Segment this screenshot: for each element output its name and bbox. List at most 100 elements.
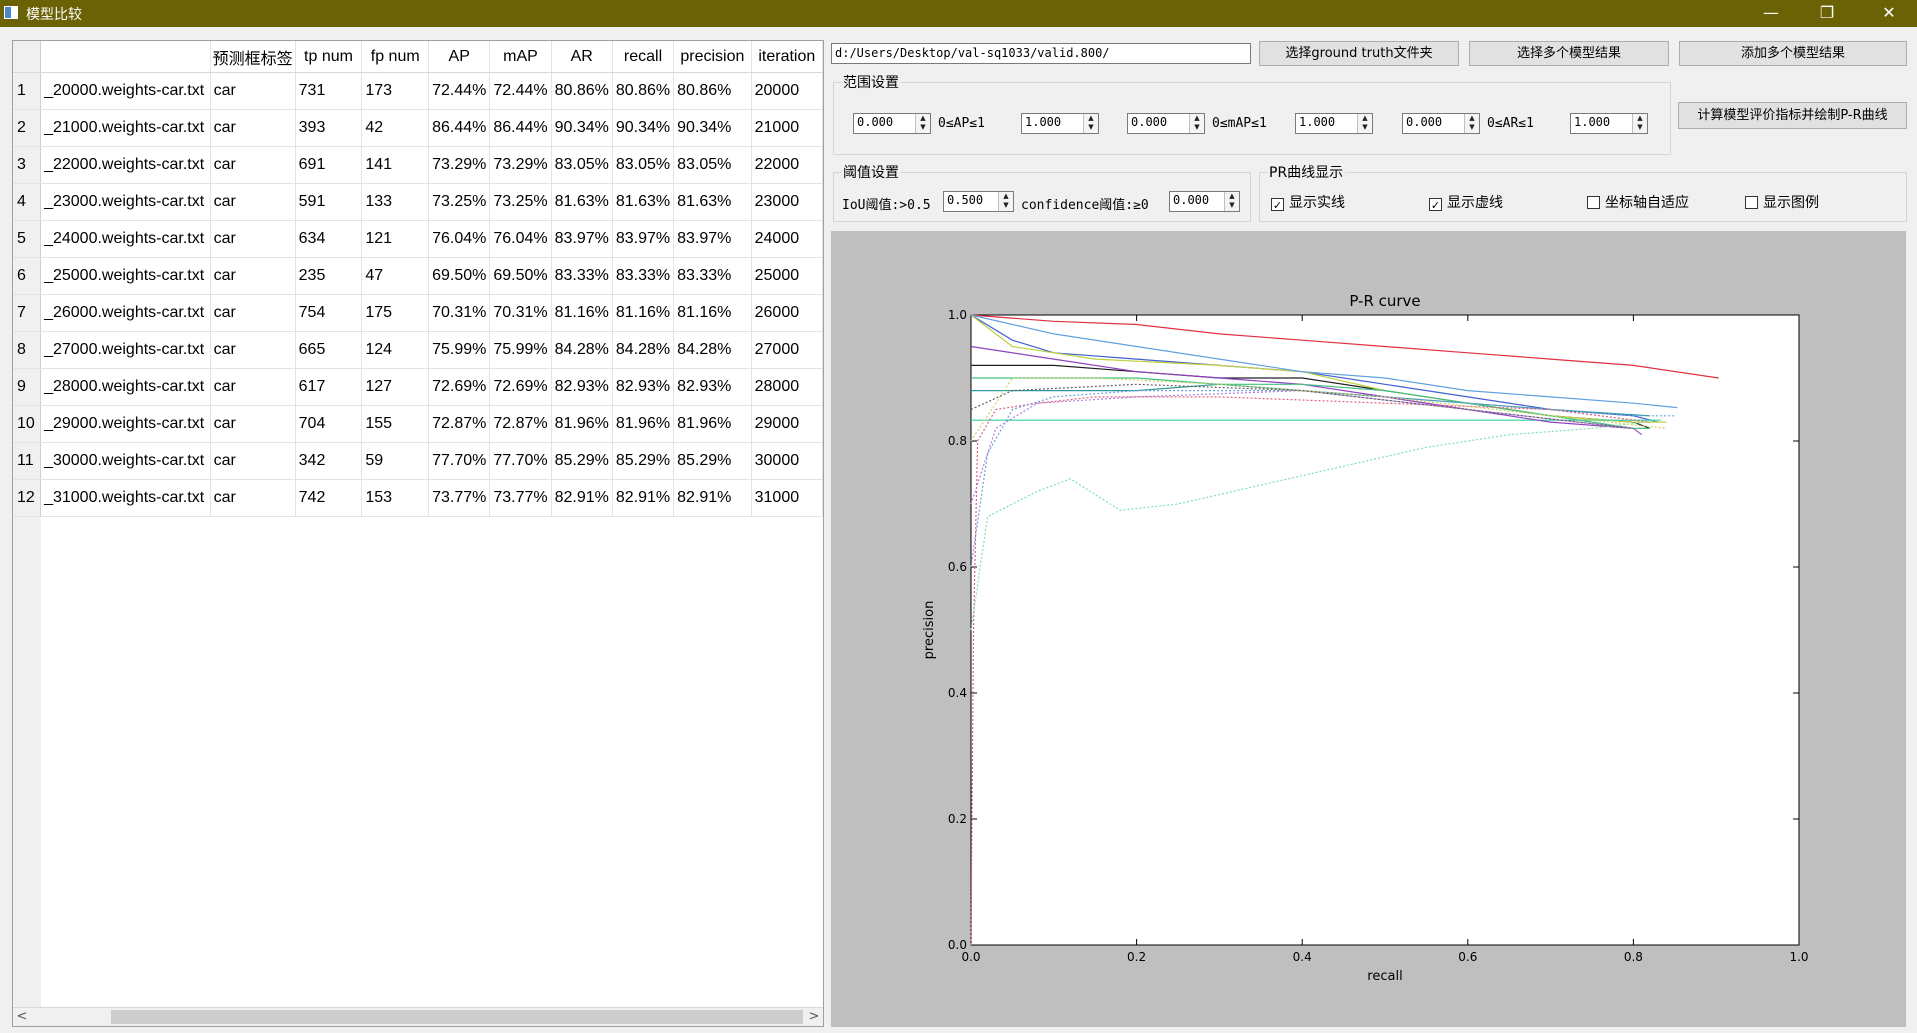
table-row[interactable]: 10 _29000.weights-car.txt car 704 155 72.87% 7… [13, 405, 823, 443]
table-cell-iteration[interactable]: 28000 [751, 368, 823, 406]
table-cell-ap[interactable]: 86.44% [428, 109, 491, 147]
table-cell-label[interactable]: car [210, 220, 296, 258]
row-number[interactable]: 12 [13, 479, 42, 517]
table-cell-precision[interactable]: 82.91% [673, 479, 752, 517]
table-cell-file[interactable]: _28000.weights-car.txt [40, 368, 211, 406]
table-cell-recall[interactable]: 83.05% [612, 146, 675, 184]
table-row[interactable]: 1 _20000.weights-car.txt car 731 173 72.44% 72… [13, 72, 823, 110]
table-cell-file[interactable]: _26000.weights-car.txt [40, 294, 211, 332]
column-header-map[interactable]: mAP [489, 41, 552, 73]
row-number[interactable]: 8 [13, 331, 42, 369]
ar-min-spinbox[interactable]: 0.000 ▲ ▼ [1402, 113, 1480, 134]
table-cell-precision[interactable]: 81.16% [673, 294, 752, 332]
table-cell-tp[interactable]: 704 [295, 405, 363, 443]
table-cell-label[interactable]: car [210, 72, 296, 110]
table-cell-iteration[interactable]: 27000 [751, 331, 823, 369]
table-cell-tp[interactable]: 235 [295, 257, 363, 295]
table-cell-iteration[interactable]: 30000 [751, 442, 823, 480]
table-cell-label[interactable]: car [210, 109, 296, 147]
table-cell-map[interactable]: 76.04% [489, 220, 552, 258]
spin-arrows-icon[interactable]: ▲ ▼ [1632, 114, 1647, 133]
table-cell-ar[interactable]: 82.91% [551, 479, 613, 517]
table-cell-fp[interactable]: 124 [361, 331, 430, 369]
table-cell-file[interactable]: _30000.weights-car.txt [40, 442, 211, 480]
table-cell-tp[interactable]: 665 [295, 331, 363, 369]
table-cell-recall[interactable]: 81.63% [612, 183, 675, 221]
row-number[interactable]: 3 [13, 146, 42, 184]
scrollbar-thumb[interactable] [111, 1010, 803, 1024]
table-cell-ar[interactable]: 83.05% [551, 146, 613, 184]
table-cell-fp[interactable]: 59 [361, 442, 430, 480]
table-cell-recall[interactable]: 81.16% [612, 294, 675, 332]
table-row[interactable]: 8 _27000.weights-car.txt car 665 124 75.99% 75… [13, 331, 823, 369]
table-cell-file[interactable]: _24000.weights-car.txt [40, 220, 211, 258]
show-solid-checkbox[interactable]: ✓ 显示实线 [1271, 195, 1345, 212]
table-cell-tp[interactable]: 393 [295, 109, 363, 147]
spin-arrows-icon[interactable]: ▲ ▼ [1224, 192, 1239, 211]
table-cell-label[interactable]: car [210, 368, 296, 406]
table-cell-file[interactable]: _22000.weights-car.txt [40, 146, 211, 184]
iou-threshold-spinbox[interactable]: 0.500 ▲ ▼ [943, 191, 1014, 212]
table-cell-map[interactable]: 73.29% [489, 146, 552, 184]
table-cell-fp[interactable]: 141 [361, 146, 430, 184]
table-cell-ar[interactable]: 81.63% [551, 183, 613, 221]
table-cell-iteration[interactable]: 26000 [751, 294, 823, 332]
spin-arrows-icon[interactable]: ▲ ▼ [1357, 114, 1372, 133]
table-cell-fp[interactable]: 133 [361, 183, 430, 221]
table-cell-ap[interactable]: 69.50% [428, 257, 491, 295]
table-cell-map[interactable]: 72.44% [489, 72, 552, 110]
show-legend-checkbox[interactable]: 显示图例 [1745, 192, 1819, 212]
ap-min-spinbox[interactable]: 0.000 ▲ ▼ [853, 113, 931, 134]
table-cell-recall[interactable]: 82.93% [612, 368, 675, 406]
table-cell-tp[interactable]: 731 [295, 72, 363, 110]
table-cell-label[interactable]: car [210, 183, 296, 221]
table-cell-ar[interactable]: 84.28% [551, 331, 613, 369]
table-cell-fp[interactable]: 155 [361, 405, 430, 443]
table-cell-recall[interactable]: 90.34% [612, 109, 675, 147]
table-cell-iteration[interactable]: 21000 [751, 109, 823, 147]
table-row[interactable]: 2 _21000.weights-car.txt car 393 42 86.44% 86.… [13, 109, 823, 147]
table-cell-precision[interactable]: 90.34% [673, 109, 752, 147]
table-cell-label[interactable]: car [210, 442, 296, 480]
ground-truth-path-input[interactable]: d:/Users/Desktop/val-sq1033/valid.800/ [831, 43, 1251, 64]
table-cell-iteration[interactable]: 24000 [751, 220, 823, 258]
table-cell-tp[interactable]: 342 [295, 442, 363, 480]
table-cell-recall[interactable]: 81.96% [612, 405, 675, 443]
column-header-file[interactable] [40, 41, 211, 73]
table-row[interactable]: 9 _28000.weights-car.txt car 617 127 72.69% 72… [13, 368, 823, 406]
table-cell-recall[interactable]: 83.97% [612, 220, 675, 258]
table-cell-precision[interactable]: 81.63% [673, 183, 752, 221]
table-cell-recall[interactable]: 82.91% [612, 479, 675, 517]
table-cell-ap[interactable]: 72.69% [428, 368, 491, 406]
table-row[interactable]: 5 _24000.weights-car.txt car 634 121 76.04% 76… [13, 220, 823, 258]
table-cell-tp[interactable]: 634 [295, 220, 363, 258]
table-cell-fp[interactable]: 42 [361, 109, 430, 147]
table-cell-ap[interactable]: 76.04% [428, 220, 491, 258]
table-cell-map[interactable]: 72.69% [489, 368, 552, 406]
table-cell-precision[interactable]: 83.97% [673, 220, 752, 258]
spin-arrows-icon[interactable]: ▲ ▼ [915, 114, 930, 133]
map-min-spinbox[interactable]: 0.000 ▲ ▼ [1127, 113, 1205, 134]
table-cell-ap[interactable]: 72.44% [428, 72, 491, 110]
column-header-tp[interactable]: tp num [295, 41, 363, 73]
column-header-ar[interactable]: AR [551, 41, 613, 73]
table-cell-ar[interactable]: 85.29% [551, 442, 613, 480]
table-cell-file[interactable]: _21000.weights-car.txt [40, 109, 211, 147]
row-number[interactable]: 6 [13, 257, 42, 295]
row-number[interactable]: 4 [13, 183, 42, 221]
table-cell-label[interactable]: car [210, 257, 296, 295]
table-cell-precision[interactable]: 82.93% [673, 368, 752, 406]
column-header-ap[interactable]: AP [428, 41, 491, 73]
table-cell-fp[interactable]: 153 [361, 479, 430, 517]
column-header-iteration[interactable]: iteration [751, 41, 823, 73]
table-cell-recall[interactable]: 84.28% [612, 331, 675, 369]
row-number[interactable]: 10 [13, 405, 42, 443]
table-cell-label[interactable]: car [210, 479, 296, 517]
table-cell-precision[interactable]: 81.96% [673, 405, 752, 443]
show-dashed-checkbox[interactable]: ✓ 显示虚线 [1429, 195, 1503, 212]
column-header-fp[interactable]: fp num [361, 41, 430, 73]
table-cell-file[interactable]: _27000.weights-car.txt [40, 331, 211, 369]
spin-arrows-icon[interactable]: ▲ ▼ [1464, 114, 1479, 133]
table-cell-map[interactable]: 72.87% [489, 405, 552, 443]
table-cell-ap[interactable]: 72.87% [428, 405, 491, 443]
